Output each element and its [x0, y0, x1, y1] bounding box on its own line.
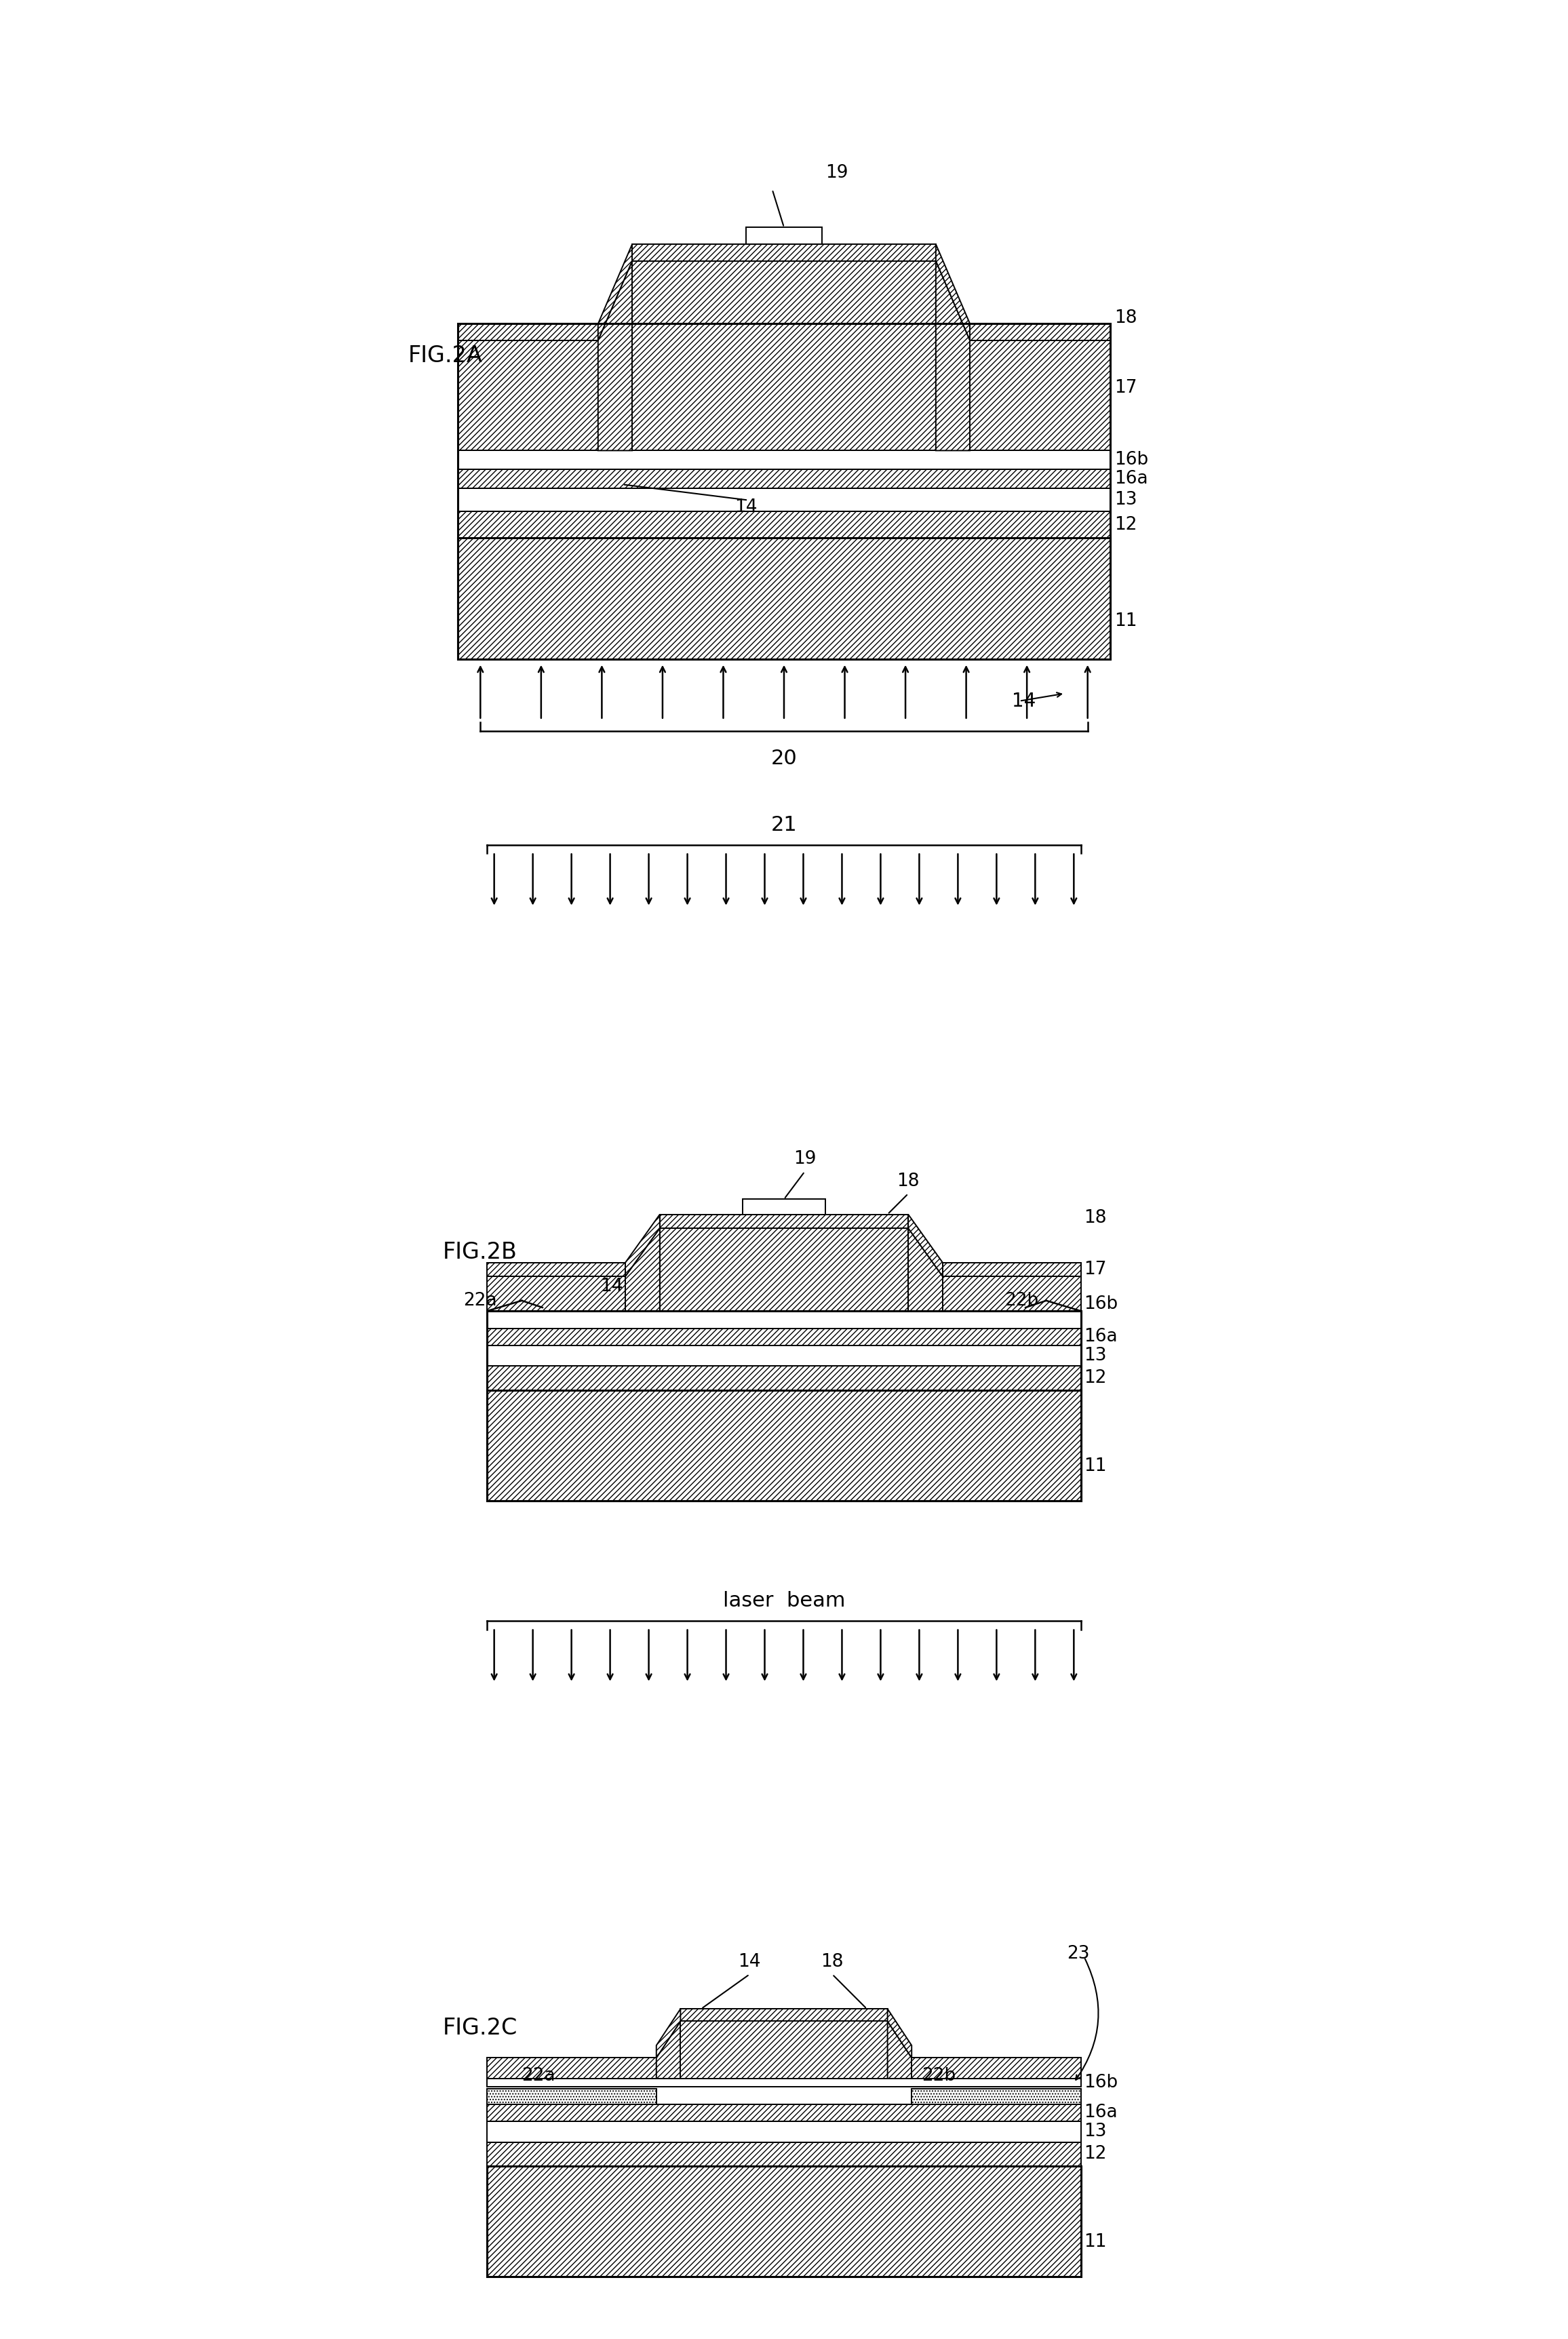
- Text: 22b: 22b: [1005, 1291, 1040, 1310]
- Text: 17: 17: [1115, 379, 1137, 398]
- Polygon shape: [626, 1228, 660, 1310]
- Text: 18: 18: [822, 1953, 844, 1972]
- Text: 16a: 16a: [1083, 2103, 1118, 2121]
- Text: 16b: 16b: [1115, 451, 1148, 468]
- Text: 12: 12: [1115, 517, 1137, 533]
- Polygon shape: [657, 2009, 681, 2058]
- Polygon shape: [458, 341, 597, 451]
- Bar: [488, 1329, 1080, 1345]
- Polygon shape: [942, 1263, 1080, 1277]
- Text: 19: 19: [793, 1151, 815, 1167]
- Text: 16b: 16b: [1083, 2075, 1118, 2091]
- Polygon shape: [908, 1214, 942, 1277]
- Text: 18: 18: [897, 1172, 919, 1191]
- Text: 14: 14: [1011, 692, 1035, 711]
- Polygon shape: [626, 1214, 660, 1277]
- Text: 18: 18: [1083, 1209, 1107, 1226]
- Polygon shape: [681, 2021, 887, 2079]
- Text: 11: 11: [1083, 2234, 1107, 2250]
- Text: 18: 18: [1115, 309, 1137, 327]
- Text: 17: 17: [1083, 1261, 1107, 1279]
- Text: 13: 13: [1083, 2124, 1107, 2140]
- Polygon shape: [660, 1214, 908, 1228]
- Polygon shape: [597, 243, 632, 341]
- Text: 11: 11: [1115, 613, 1137, 629]
- Text: 12: 12: [1083, 1368, 1107, 1387]
- Bar: [488, 2121, 1080, 2143]
- Text: 20: 20: [771, 748, 797, 770]
- Text: 16b: 16b: [1083, 1296, 1118, 1312]
- Polygon shape: [660, 1228, 908, 1310]
- Polygon shape: [632, 243, 936, 262]
- Bar: [458, 489, 1110, 512]
- Polygon shape: [936, 243, 971, 341]
- Text: 12: 12: [1083, 2145, 1107, 2164]
- Polygon shape: [488, 1263, 626, 1277]
- Bar: [458, 451, 1110, 470]
- Bar: [488, 2089, 657, 2105]
- Text: 11: 11: [1083, 1457, 1107, 1476]
- Text: 16a: 16a: [1083, 1329, 1118, 1345]
- Bar: [488, 2143, 1080, 2166]
- Bar: [743, 1200, 825, 1214]
- Polygon shape: [971, 341, 1110, 451]
- Text: 14: 14: [601, 1277, 622, 1296]
- Text: 22b: 22b: [922, 2068, 956, 2084]
- Bar: [488, 1389, 1080, 1502]
- Polygon shape: [936, 262, 971, 451]
- Polygon shape: [971, 323, 1110, 341]
- Text: FIG.2A: FIG.2A: [408, 344, 483, 367]
- Polygon shape: [887, 2009, 911, 2058]
- Text: 22a: 22a: [522, 2068, 555, 2084]
- Polygon shape: [632, 262, 936, 451]
- Text: 23: 23: [1066, 1944, 1090, 1962]
- Polygon shape: [911, 2058, 1080, 2079]
- Polygon shape: [488, 1277, 626, 1310]
- Text: FIG.2B: FIG.2B: [442, 1242, 517, 1263]
- Text: 16a: 16a: [1115, 470, 1148, 489]
- Bar: [488, 2079, 1080, 2086]
- Polygon shape: [942, 1277, 1080, 1310]
- Polygon shape: [597, 262, 632, 451]
- Polygon shape: [681, 2009, 887, 2021]
- Text: laser  beam: laser beam: [723, 1591, 845, 1612]
- Polygon shape: [887, 2021, 911, 2079]
- Bar: [458, 512, 1110, 538]
- Text: 21: 21: [771, 816, 797, 835]
- Bar: [911, 2089, 1080, 2105]
- Bar: [488, 2166, 1080, 2276]
- Bar: [488, 1366, 1080, 1389]
- Polygon shape: [908, 1228, 942, 1310]
- Text: 13: 13: [1115, 491, 1137, 508]
- Text: FIG.2C: FIG.2C: [442, 2016, 517, 2040]
- Text: 14: 14: [739, 1953, 760, 1972]
- Polygon shape: [657, 2021, 681, 2079]
- Text: 14: 14: [735, 498, 757, 517]
- Text: 19: 19: [826, 164, 848, 182]
- Bar: [458, 538, 1110, 660]
- Bar: [488, 2105, 1080, 2121]
- Bar: [746, 227, 822, 243]
- Polygon shape: [458, 323, 597, 341]
- Text: 22a: 22a: [463, 1291, 497, 1310]
- Bar: [488, 1310, 1080, 1329]
- Bar: [458, 470, 1110, 489]
- Bar: [488, 1345, 1080, 1366]
- Polygon shape: [488, 2058, 657, 2079]
- Text: 13: 13: [1083, 1347, 1107, 1364]
